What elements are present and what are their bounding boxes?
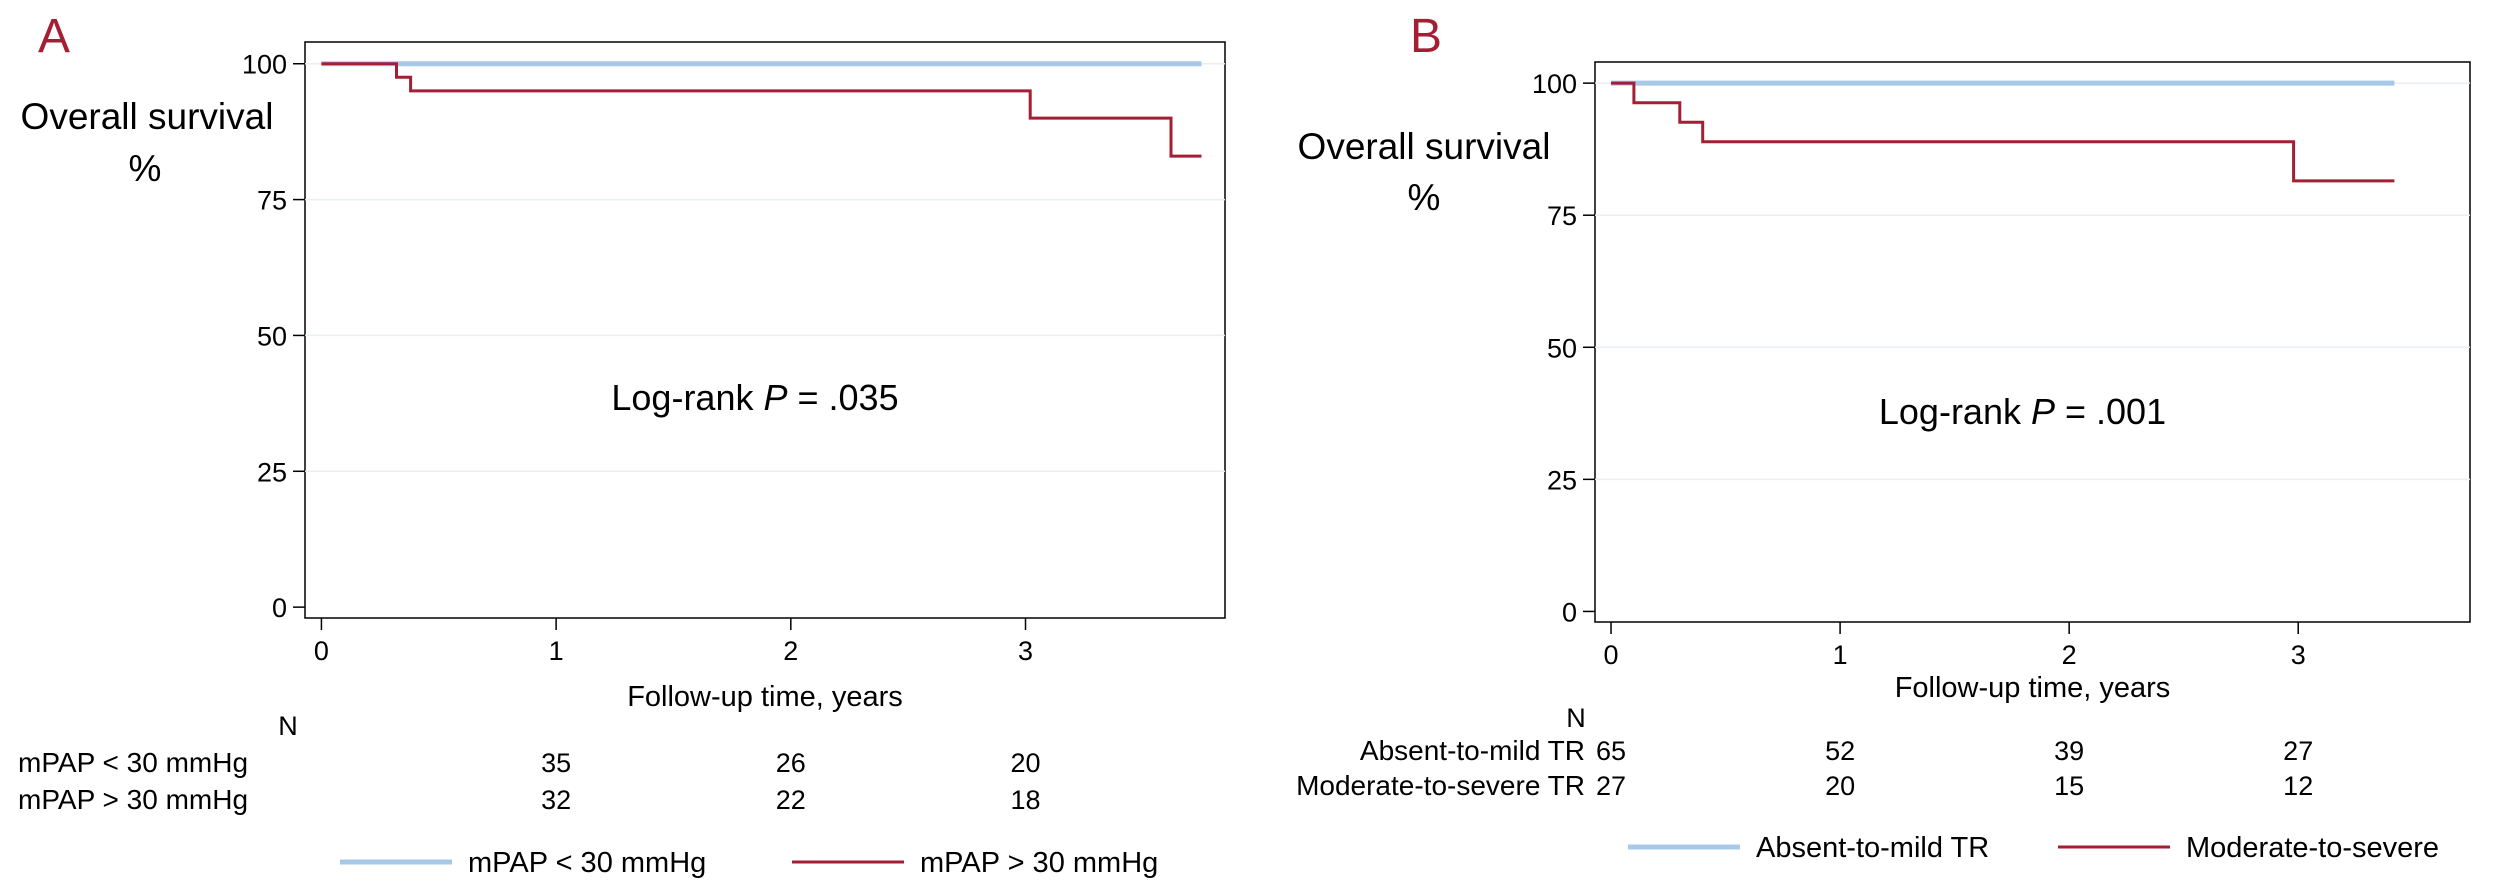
risk-value: 20 <box>1825 771 1855 801</box>
y-tick-label: 50 <box>1547 333 1577 363</box>
legend-label: Moderate-to-severe <box>2186 832 2439 864</box>
y-tick-label: 100 <box>1532 69 1577 99</box>
x-tick-label: 1 <box>549 636 564 666</box>
log-rank-annotation: Log-rank P = .001 <box>1879 391 2166 432</box>
x-tick-label: 3 <box>1018 636 1033 666</box>
panel-a: A 0 25 50 75 100 0 1 2 3 Overall survival% Follow-u… <box>18 10 1226 879</box>
risk-row-label: Absent-to-mild TR <box>1360 735 1585 766</box>
risk-table-header: N <box>1566 703 1586 733</box>
x-tick-label: 2 <box>783 636 798 666</box>
risk-value: 52 <box>1825 736 1855 766</box>
risk-value: 32 <box>541 785 571 815</box>
risk-row-label: mPAP > 30 mmHg <box>18 784 248 815</box>
risk-value: 18 <box>1010 785 1040 815</box>
x-tick-label: 0 <box>314 636 329 666</box>
risk-value: 39 <box>2054 736 2084 766</box>
y-tick-label: 0 <box>1562 597 1577 627</box>
y-tick-label: 25 <box>1547 465 1577 495</box>
annotation-prefix: Log-rank <box>1879 391 2031 432</box>
y-tick-label: 0 <box>272 593 287 623</box>
risk-row-label: mPAP < 30 mmHg <box>18 747 248 778</box>
risk-value: 26 <box>776 748 806 778</box>
annotation-prefix: Log-rank <box>611 377 763 418</box>
risk-value: 27 <box>1596 771 1626 801</box>
y-tick-label: 75 <box>257 186 287 216</box>
risk-value: 22 <box>776 785 806 815</box>
x-tick-label: 2 <box>2062 640 2077 670</box>
risk-value: 15 <box>2054 771 2084 801</box>
y-axis-label: Overall survival <box>21 96 274 137</box>
panel-label: A <box>38 10 70 63</box>
y-tick-label: 50 <box>257 321 287 351</box>
risk-row-label: Moderate-to-severe TR <box>1296 770 1585 801</box>
x-tick-label: 1 <box>1833 640 1848 670</box>
legend-label: Absent-to-mild TR <box>1756 832 1989 864</box>
plot-frame <box>1594 61 2471 623</box>
plot-frame <box>304 41 1226 619</box>
survival-curve-2 <box>321 62 1202 158</box>
y-axis-label-unit: % <box>1408 177 1441 218</box>
risk-table-header: N <box>278 711 298 741</box>
annotation-suffix: = .035 <box>788 377 899 418</box>
risk-value: 65 <box>1596 736 1626 766</box>
risk-value: 27 <box>2283 736 2313 766</box>
x-tick-label: 3 <box>2291 640 2306 670</box>
annotation-p: P <box>2031 391 2055 432</box>
panel-label: B <box>1410 10 1442 63</box>
x-axis-label: Follow-up time, years <box>1895 672 2171 704</box>
x-axis-label: Follow-up time, years <box>627 681 903 713</box>
risk-value: 20 <box>1010 748 1040 778</box>
log-rank-annotation: Log-rank P = .035 <box>611 377 898 418</box>
y-axis-label: Overall survival <box>1298 126 1551 167</box>
y-tick-label: 100 <box>242 50 287 80</box>
survival-curve-2 <box>1611 81 2395 183</box>
y-tick-label: 25 <box>257 457 287 487</box>
y-axis-label-unit: % <box>129 148 162 189</box>
annotation-p: P <box>763 377 787 418</box>
risk-value: 35 <box>541 748 571 778</box>
legend-label: mPAP < 30 mmHg <box>468 847 706 879</box>
annotation-suffix: = .001 <box>2055 391 2166 432</box>
legend-label: mPAP > 30 mmHg <box>920 847 1158 879</box>
y-tick-label: 75 <box>1547 201 1577 231</box>
risk-value: 12 <box>2283 771 2313 801</box>
x-tick-label: 0 <box>1604 640 1619 670</box>
